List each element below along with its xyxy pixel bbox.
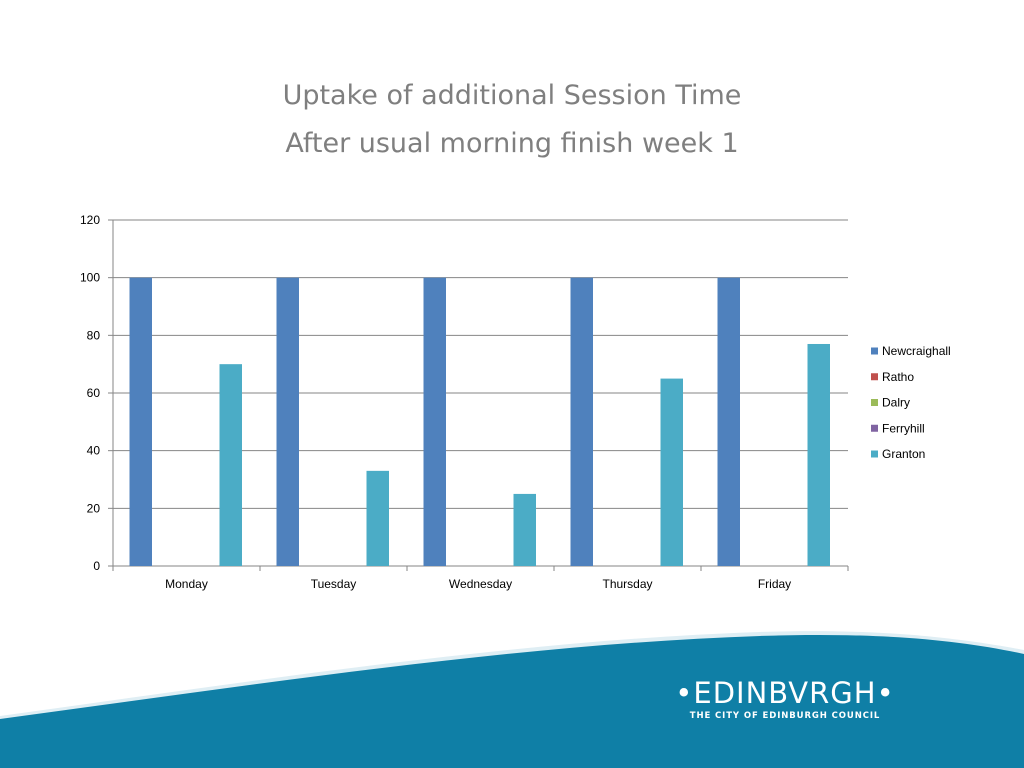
bar-chart: 0 20 40 60 80 100 120 Monday Tuesday Wednesday Thu…	[80, 213, 951, 591]
y-tick-label: 100	[80, 271, 100, 285]
y-tick-label: 40	[87, 444, 101, 458]
footer-wave-band	[0, 634, 1024, 768]
legend-label: Ferryhill	[882, 421, 925, 435]
x-tick-label: Wednesday	[449, 577, 512, 591]
y-tick-label: 120	[80, 213, 100, 227]
legend-label: Ratho	[882, 370, 914, 384]
bar	[660, 378, 683, 566]
bar	[129, 277, 152, 566]
bar	[807, 343, 830, 566]
y-tick-label: 0	[93, 559, 100, 573]
bar	[513, 493, 536, 566]
bar	[717, 277, 740, 566]
logo-wordmark: •EDINBVRGH•	[675, 676, 895, 710]
bar	[570, 277, 593, 566]
edinburgh-council-logo: •EDINBVRGH• THE CITY OF EDINBURGH COUNCI…	[665, 676, 905, 722]
bar	[366, 470, 389, 566]
x-tick-label: Tuesday	[311, 577, 357, 591]
legend-swatch	[871, 373, 878, 381]
chart-title: Uptake of additional Session Time After …	[0, 72, 1024, 168]
y-tick-label: 80	[87, 328, 101, 342]
logo-subtitle: THE CITY OF EDINBURGH COUNCIL	[689, 711, 881, 721]
legend-swatch	[871, 347, 878, 355]
bar	[423, 277, 446, 566]
x-tick-label: Friday	[758, 577, 791, 591]
bar	[276, 277, 299, 566]
x-tick-label: Thursday	[602, 577, 652, 591]
bar	[219, 364, 242, 566]
legend-label: Dalry	[882, 396, 910, 410]
y-tick-label: 60	[87, 386, 101, 400]
legend-label: Granton	[882, 447, 925, 461]
legend-swatch	[871, 399, 878, 406]
legend-label: Newcraighall	[882, 344, 951, 358]
legend-swatch	[871, 450, 878, 458]
x-tick-label: Monday	[165, 577, 208, 591]
chart-title-line-2: After usual morning finish week 1	[285, 128, 739, 159]
chart-title-line-1: Uptake of additional Session Time	[282, 80, 742, 111]
legend-swatch	[871, 424, 878, 432]
y-tick-label: 20	[87, 501, 101, 515]
